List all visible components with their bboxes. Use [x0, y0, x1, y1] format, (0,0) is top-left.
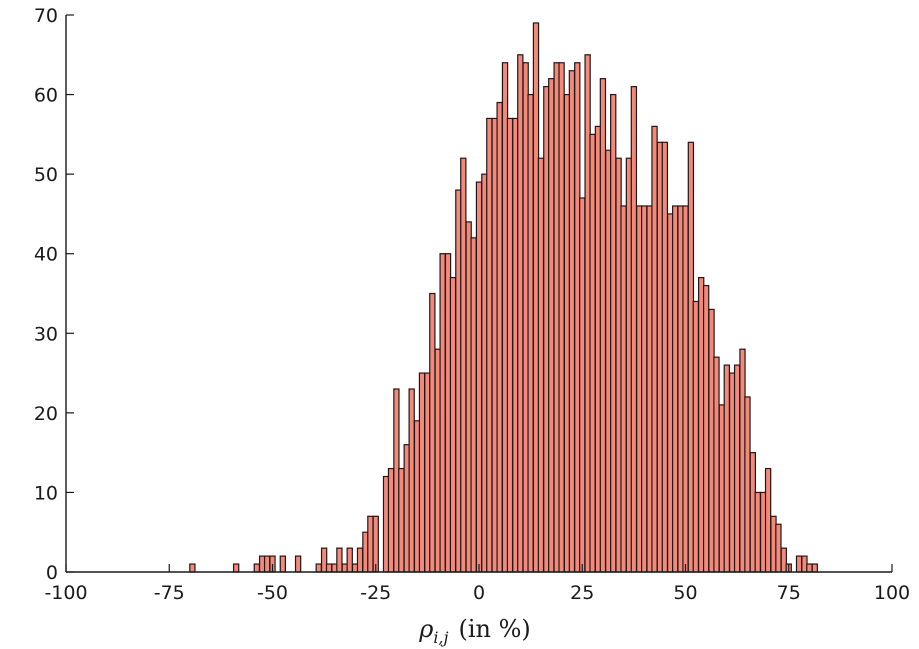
- histogram-bar: [497, 103, 502, 572]
- x-tick-label: 50: [673, 582, 697, 604]
- histogram-bar: [430, 294, 435, 573]
- histogram-bar: [812, 564, 817, 572]
- y-tick-label: 50: [34, 164, 58, 186]
- histogram-bar: [538, 158, 543, 572]
- histogram-bar: [642, 206, 647, 572]
- y-tick-label: 20: [34, 403, 58, 425]
- histogram-bar: [662, 142, 667, 572]
- histogram-bar: [440, 254, 445, 572]
- y-tick-label: 70: [34, 5, 58, 27]
- histogram-bar: [683, 206, 688, 572]
- x-tick-label: -75: [154, 582, 185, 604]
- x-tick-label: 25: [570, 582, 594, 604]
- histogram-bar: [652, 126, 657, 572]
- x-tick-label: 75: [777, 582, 801, 604]
- x-tick-label: -100: [44, 582, 87, 604]
- histogram-bar: [755, 492, 760, 572]
- x-axis-title-symbol: ρ: [418, 615, 433, 643]
- y-ticks: 0 10 20 30 40 50 60 70: [34, 5, 74, 584]
- y-tick-label: 0: [46, 562, 58, 584]
- histogram-bar: [590, 134, 595, 572]
- histogram-bar: [631, 87, 636, 572]
- histogram-bar: [316, 564, 321, 572]
- histogram-bar: [190, 564, 195, 572]
- x-axis-title-suffix: (in %): [458, 615, 530, 643]
- histogram-bar: [388, 469, 393, 572]
- histogram-bars: [190, 23, 818, 572]
- histogram-bar: [766, 469, 771, 572]
- histogram-bar: [419, 373, 424, 572]
- histogram-bar: [357, 548, 362, 572]
- histogram-bar: [724, 365, 729, 572]
- x-tick-label: 0: [473, 582, 485, 604]
- histogram-bar: [611, 95, 616, 572]
- histogram-bar: [796, 556, 801, 572]
- x-tick-label: 100: [874, 582, 910, 604]
- histogram-bar: [569, 71, 574, 572]
- histogram-bar: [373, 516, 378, 572]
- histogram-bar: [776, 524, 781, 572]
- histogram-bar: [461, 158, 466, 572]
- histogram-bar: [487, 118, 492, 572]
- histogram-bar: [265, 556, 270, 572]
- x-axis-title-subscript: i,j: [433, 628, 448, 647]
- histogram-bar: [559, 63, 564, 572]
- histogram-bar: [409, 389, 414, 572]
- x-axis-title: ρi,j (in %): [418, 615, 531, 647]
- histogram-bar: [347, 548, 352, 572]
- histogram-bar: [327, 564, 332, 572]
- histogram-bar: [254, 564, 259, 572]
- histogram-bar: [280, 556, 285, 572]
- histogram-bar: [714, 357, 719, 572]
- histogram-bar: [693, 301, 698, 572]
- histogram-bar: [518, 55, 523, 572]
- histogram-bar: [337, 548, 342, 572]
- histogram-bar: [296, 556, 301, 572]
- histogram-bar: [476, 182, 481, 572]
- x-tick-label: -25: [360, 582, 391, 604]
- y-tick-label: 40: [34, 244, 58, 266]
- y-tick-label: 30: [34, 323, 58, 345]
- histogram-bar: [368, 516, 373, 572]
- y-tick-label: 60: [34, 85, 58, 107]
- histogram-bar: [621, 206, 626, 572]
- histogram-bar: [450, 278, 455, 572]
- histogram-bar: [807, 564, 812, 572]
- histogram-bar: [673, 206, 678, 572]
- histogram-bar: [507, 118, 512, 572]
- histogram-bar: [549, 79, 554, 572]
- histogram-bar: [471, 238, 476, 572]
- x-tick-label: -50: [257, 582, 288, 604]
- y-tick-label: 10: [34, 482, 58, 504]
- histogram-bar: [745, 397, 750, 572]
- histogram-bar: [704, 286, 709, 572]
- histogram-bar: [234, 564, 239, 572]
- histogram-bar: [528, 95, 533, 572]
- histogram-bar: [399, 469, 404, 572]
- histogram-bar: [600, 79, 605, 572]
- histogram-bar: [735, 365, 740, 572]
- histogram-bar: [580, 198, 585, 572]
